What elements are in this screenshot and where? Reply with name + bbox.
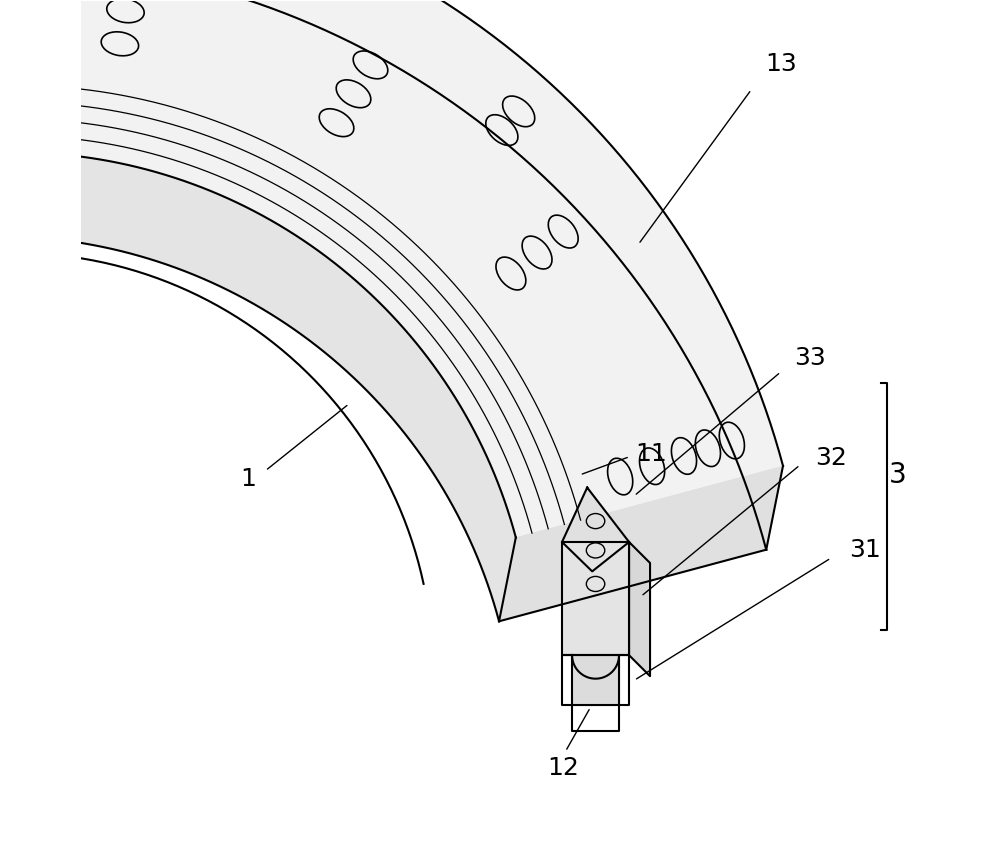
- Text: 3: 3: [889, 461, 907, 489]
- Text: 12: 12: [547, 756, 579, 780]
- Polygon shape: [59, 0, 783, 537]
- Polygon shape: [42, 0, 766, 621]
- Text: 32: 32: [815, 447, 847, 470]
- Text: 11: 11: [635, 442, 667, 466]
- Polygon shape: [629, 542, 650, 676]
- Text: 1: 1: [241, 468, 256, 491]
- Text: 31: 31: [849, 538, 881, 563]
- Polygon shape: [42, 0, 83, 238]
- Text: 13: 13: [765, 52, 797, 77]
- Polygon shape: [562, 542, 629, 655]
- Polygon shape: [499, 466, 783, 621]
- Text: 33: 33: [794, 346, 826, 370]
- Polygon shape: [66, 0, 783, 550]
- Polygon shape: [572, 655, 619, 706]
- Polygon shape: [42, 154, 516, 621]
- Polygon shape: [562, 488, 629, 571]
